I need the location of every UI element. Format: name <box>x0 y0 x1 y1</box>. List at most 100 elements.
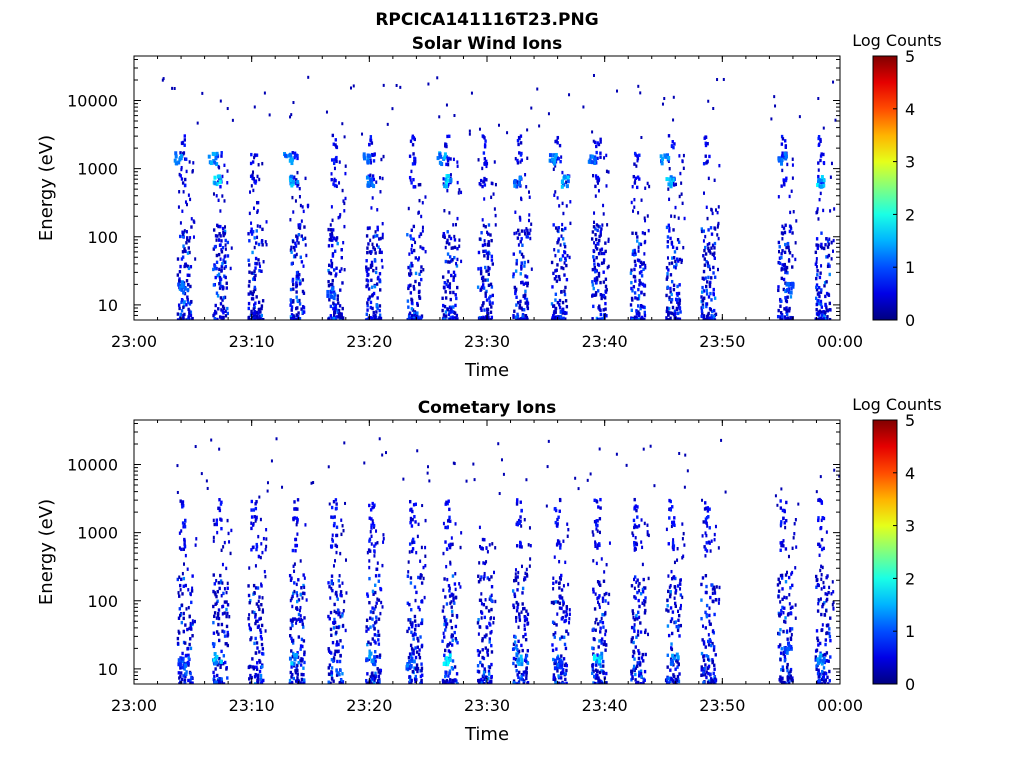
spectrogram-cell <box>596 600 599 604</box>
spectrogram-cell <box>294 199 297 203</box>
spectrogram-cell <box>450 681 453 684</box>
spectrogram-cell <box>603 570 606 574</box>
spectrogram-cell <box>483 176 486 181</box>
spectrogram-cell <box>186 295 189 299</box>
spectrogram-cell <box>710 207 713 212</box>
spectrogram-cell <box>483 634 487 639</box>
spectrogram-cell <box>338 672 341 677</box>
spectrogram-cell <box>191 682 194 684</box>
spectrogram-cell <box>479 544 482 549</box>
spectrogram-cell <box>248 626 252 630</box>
spectrogram-cell <box>448 669 452 673</box>
spectrogram-cell <box>458 582 461 586</box>
spectrogram-cell <box>373 679 376 683</box>
spectrogram-cell <box>373 554 376 558</box>
spectrogram-cell <box>419 576 422 580</box>
spectrogram-cell <box>777 288 780 293</box>
spectrogram-cell <box>256 235 259 240</box>
spectrogram-cell <box>783 182 786 187</box>
spectrogram-cell <box>295 666 298 671</box>
spectrogram-cell <box>785 269 788 273</box>
spectrogram-cell <box>445 625 448 629</box>
spectrogram-cell <box>596 289 600 293</box>
spectrogram-cell <box>424 250 427 254</box>
spectrogram-cell <box>337 642 340 647</box>
spectrogram-cell <box>502 472 505 476</box>
spectrogram-cell <box>290 300 293 305</box>
spectrogram-cell <box>483 308 486 312</box>
spectrogram-cell <box>330 205 333 209</box>
spectrogram-cell <box>366 642 369 647</box>
spectrogram-burst <box>366 156 370 161</box>
spectrogram-cell <box>666 676 669 680</box>
spectrogram-cell <box>670 617 674 621</box>
spectrogram-cell <box>412 284 415 289</box>
spectrogram-cell <box>673 250 677 254</box>
spectrogram-cell <box>784 223 787 227</box>
spectrogram-cell <box>561 237 565 241</box>
spectrogram-cell <box>257 300 261 305</box>
spectrogram-cell <box>423 595 426 600</box>
spectrogram-cell <box>419 316 423 320</box>
spectrogram-cell <box>184 519 187 523</box>
spectrogram-cell <box>602 664 605 668</box>
spectrogram-cell <box>607 239 610 243</box>
spectrogram-cell <box>639 592 643 596</box>
spectrogram-cell <box>594 174 598 178</box>
spectrogram-cell <box>443 209 446 213</box>
spectrogram-cell <box>597 645 600 649</box>
spectrogram-burst <box>518 176 522 181</box>
spectrogram-cell <box>479 182 482 187</box>
spectrogram-cell <box>560 596 564 600</box>
spectrogram-cell <box>517 649 521 654</box>
spectrogram-cell <box>781 587 784 591</box>
spectrogram-cell <box>449 650 452 654</box>
spectrogram-cell <box>413 156 416 160</box>
spectrogram-cell <box>673 654 676 658</box>
spectrogram-cell <box>700 616 703 621</box>
spectrogram-cell <box>667 609 670 613</box>
spectrogram-cell <box>449 173 452 177</box>
spectrogram-cell <box>792 210 795 214</box>
spectrogram-cell <box>230 246 233 250</box>
spectrogram-cell <box>818 674 822 679</box>
spectrogram-burst <box>784 154 788 159</box>
spectrogram-cell <box>448 285 452 290</box>
spectrogram-cell <box>226 311 230 316</box>
spectrogram-cell <box>332 313 336 318</box>
spectrogram-cell <box>337 579 341 583</box>
spectrogram-cell <box>819 191 822 196</box>
spectrogram-cell <box>516 312 519 317</box>
spectrogram-cell <box>297 660 300 665</box>
spectrogram-cell <box>820 612 823 617</box>
spectrogram-cell <box>217 622 220 627</box>
spectrogram-cell <box>373 627 376 631</box>
spectrogram-cell <box>294 669 297 673</box>
spectrogram-cell <box>777 285 780 289</box>
spectrogram-cell <box>410 181 413 185</box>
spectrogram-cell <box>520 158 524 162</box>
spectrogram-cell <box>335 649 339 654</box>
spectrogram-cell <box>633 617 636 622</box>
spectrogram-cell <box>265 527 268 532</box>
spectrogram-cell <box>558 204 561 208</box>
spectrogram-cell <box>290 680 293 684</box>
spectrogram-cell <box>492 192 495 196</box>
spectrogram-cell <box>556 196 559 200</box>
spectrogram-cell <box>481 317 485 320</box>
spectrogram-cell <box>680 623 683 628</box>
spectrogram-cell <box>665 527 668 532</box>
spectrogram-cell <box>446 279 449 283</box>
spectrogram-cell <box>709 682 712 684</box>
spectrogram-cell <box>480 598 483 602</box>
spectrogram-cell <box>674 205 677 210</box>
spectrogram-cell <box>214 275 217 280</box>
spectrogram-cell <box>568 608 571 612</box>
spectrogram-cell <box>255 201 258 205</box>
spectrogram-cell <box>485 269 488 273</box>
spectrogram-cell <box>335 544 339 549</box>
spectrogram-cell <box>672 544 676 548</box>
spectrogram-cell <box>783 680 786 684</box>
spectrogram-cell <box>526 306 530 311</box>
spectrogram-cell <box>481 679 484 683</box>
